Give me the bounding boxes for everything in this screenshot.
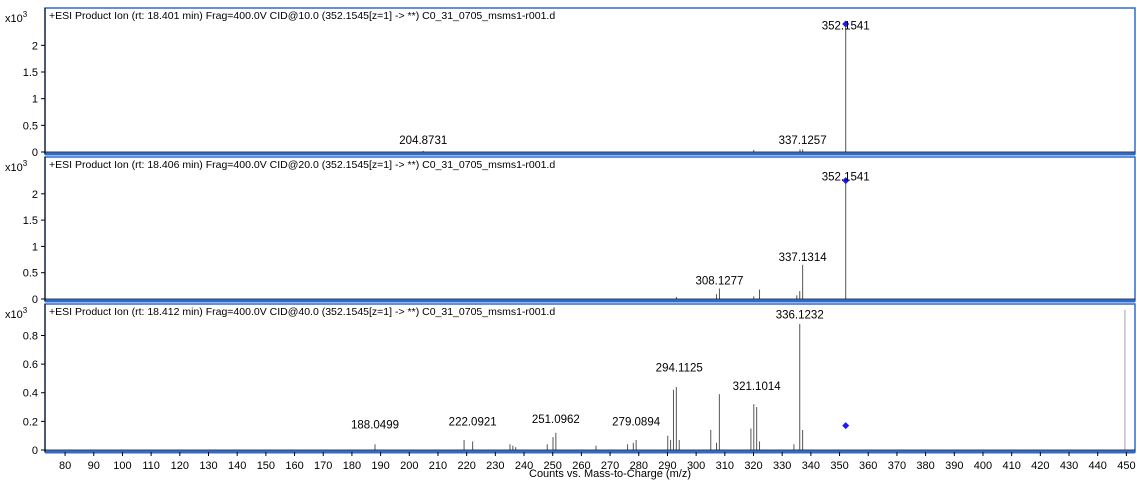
x-tick-label: 120 [171,460,189,472]
y-multiplier-exponent: 3 [23,306,28,315]
y-tick-label: 1.5 [23,215,38,227]
x-tick-label: 130 [199,460,217,472]
peak-label: 321.1014 [733,381,782,393]
plot-frame [44,7,1136,155]
plot-frame [44,303,1136,453]
peak-label: 337.1314 [779,252,828,264]
y-tick-label: 0.4 [23,388,38,400]
y-multiplier: x103 [5,159,28,174]
x-tick-label: 310 [716,460,734,472]
y-tick-label: 1.5 [23,67,38,79]
x-tick-label: 190 [371,460,389,472]
spectrum-panel-3: +ESI Product Ion (rt: 18.412 min) Frag=4… [5,303,1136,480]
x-tick-label: 90 [88,460,100,472]
plot-frame [44,156,1136,302]
y-tick-label: 1 [32,94,38,106]
y-tick-label: 0 [32,294,38,306]
x-tick-label: 330 [773,460,791,472]
x-tick-label: 440 [1089,460,1107,472]
x-tick-label: 110 [142,460,160,472]
x-tick-label: 320 [744,460,762,472]
peak-label: 222.0921 [449,417,497,429]
x-tick-label: 240 [515,460,533,472]
x-tick-label: 370 [888,460,906,472]
x-tick-label: 280 [630,460,648,472]
x-tick-label: 420 [1031,460,1049,472]
precursor-marker [842,177,850,185]
y-multiplier-exponent: 3 [23,10,28,19]
y-tick-label: 0.5 [23,120,38,132]
panel-title: +ESI Product Ion (rt: 18.406 min) Frag=4… [49,159,555,171]
y-multiplier: x103 [5,306,28,321]
y-multiplier-exponent: 3 [23,159,28,168]
x-tick-label: 220 [457,460,475,472]
peak-label: 188.0499 [351,420,399,432]
x-tick-label: 430 [1060,460,1078,472]
peak-label: 308.1277 [695,275,743,287]
x-tick-label: 170 [314,460,332,472]
peak-label: 204.8731 [399,135,447,147]
x-tick-label: 140 [228,460,246,472]
x-tick-label: 230 [486,460,504,472]
precursor-marker [842,20,850,28]
y-tick-label: 0 [32,445,38,457]
y-tick-label: 0.2 [23,416,38,428]
y-tick-label: 0.6 [23,359,38,371]
panel-title: +ESI Product Ion (rt: 18.412 min) Frag=4… [49,306,555,318]
y-tick-label: 1 [32,241,38,253]
y-tick-label: 0.5 [23,268,38,280]
y-multiplier-base: x10 [5,13,23,25]
x-tick-label: 180 [343,460,361,472]
x-axis-label: Counts vs. Mass-to-Charge (m/z) [529,468,691,480]
x-tick-label: 150 [257,460,275,472]
y-tick-label: 2 [32,189,38,201]
peak-label: 279.0894 [612,417,661,429]
y-multiplier-base: x10 [5,309,23,321]
peak-label: 251.0962 [532,414,580,426]
x-tick-label: 100 [113,460,131,472]
y-multiplier-base: x10 [5,162,23,174]
y-tick-label: 0.8 [23,330,38,342]
x-tick-label: 450 [1117,460,1135,472]
peak-label: 352.1541 [822,172,870,184]
peak-label: 337.1257 [779,135,827,147]
x-tick-label: 270 [601,460,619,472]
x-tick-label: 260 [572,460,590,472]
x-tick-label: 380 [916,460,934,472]
x-tick-label: 390 [945,460,963,472]
panel-title: +ESI Product Ion (rt: 18.401 min) Frag=4… [49,10,555,22]
peak-label: 294.1125 [656,362,703,374]
peak-label: 352.1541 [822,20,870,32]
x-tick-label: 360 [859,460,877,472]
spectrum-panel-1: +ESI Product Ion (rt: 18.401 min) Frag=4… [5,7,1136,159]
x-tick-label: 160 [285,460,303,472]
x-tick-label: 290 [658,460,676,472]
x-tick-label: 80 [59,460,71,472]
x-tick-label: 350 [830,460,848,472]
x-tick-label: 210 [429,460,447,472]
x-tick-label: 300 [687,460,705,472]
x-tick-label: 340 [802,460,820,472]
y-tick-label: 0 [32,147,38,159]
spectrum-panel-2: +ESI Product Ion (rt: 18.406 min) Frag=4… [5,156,1136,306]
precursor-marker [842,422,850,430]
x-tick-label: 250 [544,460,562,472]
x-tick-label: 400 [974,460,992,472]
y-multiplier: x103 [5,10,28,25]
y-tick-label: 2 [32,40,38,52]
peak-label: 336.1232 [776,309,824,321]
x-tick-label: 410 [1002,460,1020,472]
x-tick-label: 200 [400,460,418,472]
